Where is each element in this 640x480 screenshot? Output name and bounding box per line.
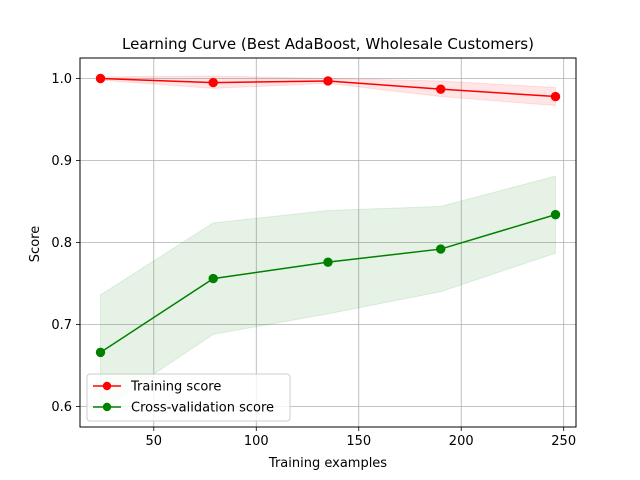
series-0-point <box>323 76 333 86</box>
x-tick-label: 100 <box>244 434 269 449</box>
series-0-point <box>208 77 218 88</box>
series-1-point <box>323 257 333 267</box>
legend-marker-1 <box>102 402 112 412</box>
legend-label-0: Training score <box>130 380 221 395</box>
y-tick-label: 0.7 <box>51 318 72 333</box>
y-axis-label: Score <box>28 226 43 262</box>
series-0-point <box>436 84 446 94</box>
series-0-point <box>95 73 106 84</box>
y-tick-label: 1.0 <box>51 72 72 87</box>
confidence-bands <box>99 75 557 411</box>
x-tick-label: 250 <box>551 434 576 449</box>
x-axis-ticks: 50 100 150 200 250 <box>146 427 576 449</box>
series-1-band <box>99 175 557 411</box>
legend: Training score Cross-validation score <box>86 373 291 422</box>
series-1-point <box>95 347 106 358</box>
y-axis-ticks: 0.6 0.7 0.8 0.9 1.0 <box>51 72 80 415</box>
x-axis-label: Training examples <box>268 456 387 471</box>
y-tick-label: 0.9 <box>51 154 72 169</box>
series-1-point <box>550 209 561 220</box>
series-points <box>95 73 561 358</box>
series-0-point <box>550 91 561 102</box>
series-1-point <box>208 273 218 284</box>
legend-marker-0 <box>102 381 112 391</box>
y-tick-label: 0.6 <box>51 400 72 415</box>
series-1-point <box>436 244 446 254</box>
x-tick-label: 50 <box>146 434 163 449</box>
legend-label-1: Cross-validation score <box>131 401 274 416</box>
chart-title: Learning Curve (Best AdaBoost, Wholesale… <box>122 35 534 53</box>
y-tick-label: 0.8 <box>51 236 72 251</box>
x-tick-label: 200 <box>449 434 474 449</box>
legend-box <box>86 373 291 422</box>
x-tick-label: 150 <box>346 434 371 449</box>
